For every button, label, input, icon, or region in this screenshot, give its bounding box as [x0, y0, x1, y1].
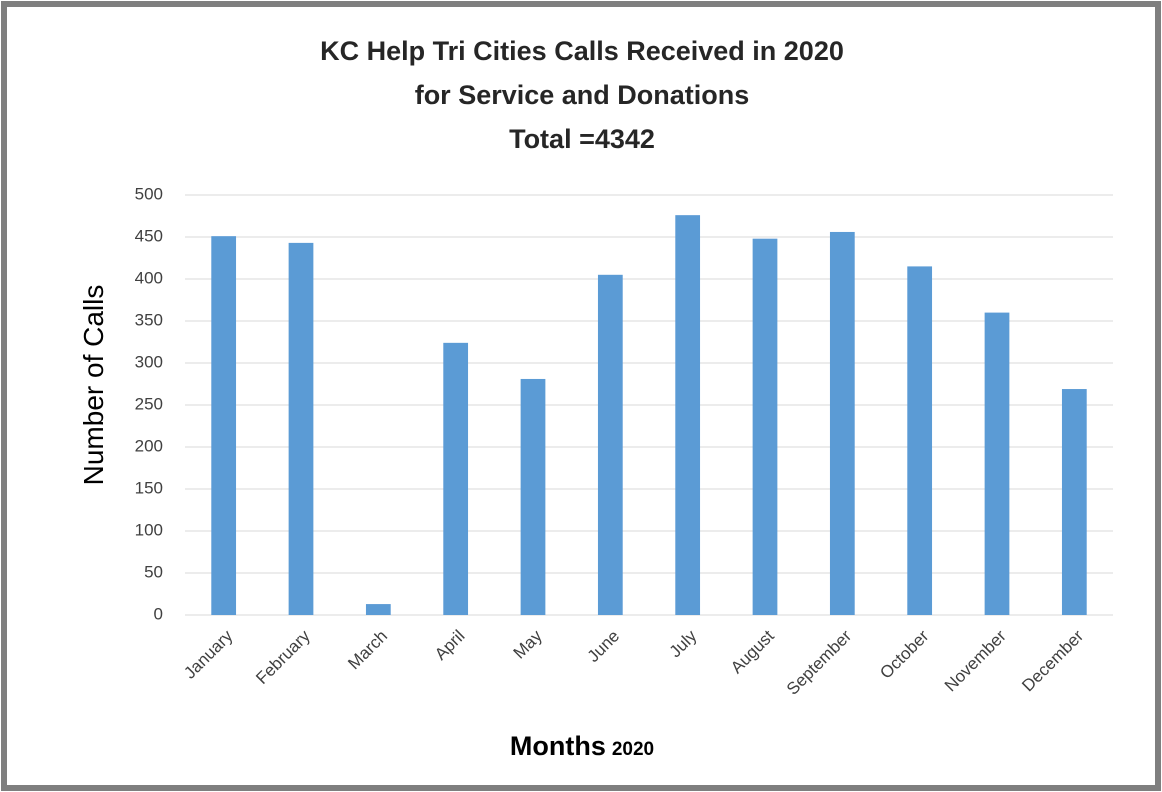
- bar: [211, 236, 237, 615]
- bar: [907, 266, 933, 615]
- chart-title: KC Help Tri Cities Calls Received in 202…: [320, 36, 844, 66]
- chart-title: Total =4342: [509, 124, 655, 154]
- bar: [752, 238, 778, 615]
- y-tick-label: 250: [135, 394, 163, 413]
- chart-title: for Service and Donations: [415, 80, 750, 110]
- bar: [1061, 389, 1087, 615]
- y-tick-label: 100: [135, 520, 163, 539]
- bar: [984, 312, 1010, 615]
- y-tick-label: 200: [135, 436, 163, 455]
- y-tick-label: 400: [135, 268, 163, 287]
- y-tick-label: 450: [135, 226, 163, 245]
- bar: [675, 215, 701, 615]
- y-axis-label: Number of Calls: [78, 285, 109, 486]
- y-tick-label: 350: [135, 310, 163, 329]
- bar: [288, 242, 314, 615]
- x-axis-label-year: 2020: [612, 739, 654, 760]
- x-axis-label: Months 2020: [510, 731, 654, 761]
- y-tick-label: 0: [154, 604, 163, 623]
- y-tick-label: 50: [144, 562, 163, 581]
- y-tick-label: 150: [135, 478, 163, 497]
- y-tick-label: 500: [135, 184, 163, 203]
- y-tick-label: 300: [135, 352, 163, 371]
- x-axis-label-main: Months: [510, 731, 606, 761]
- bar: [829, 231, 855, 615]
- bar: [365, 604, 391, 615]
- bar: [597, 274, 623, 615]
- bar: [443, 342, 469, 615]
- bar: [520, 378, 546, 615]
